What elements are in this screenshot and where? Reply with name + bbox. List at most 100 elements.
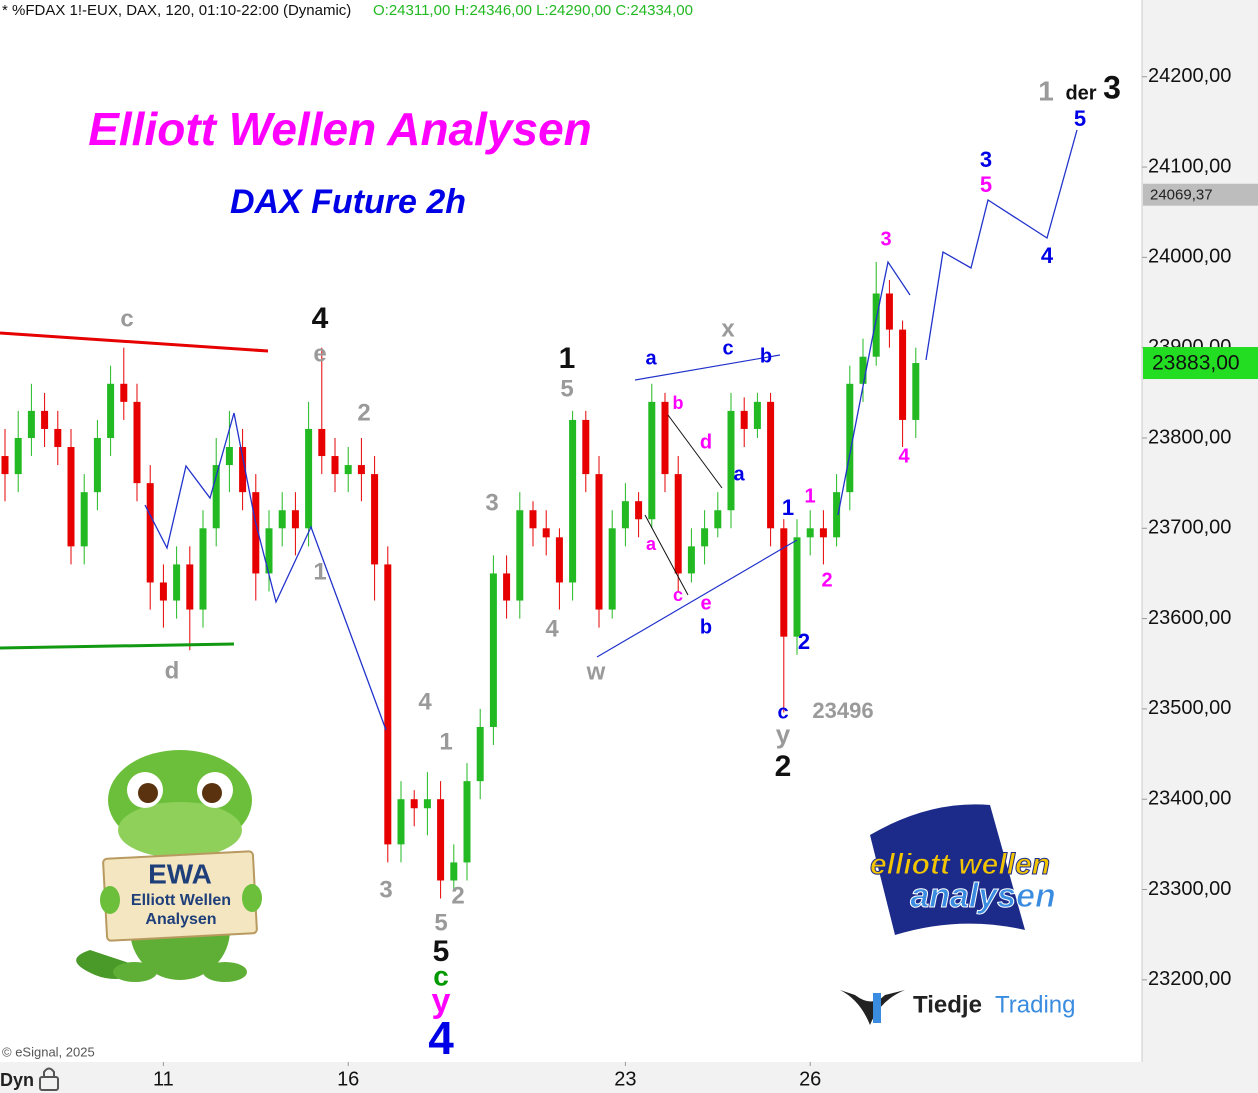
crocodile-logo: EWA Elliott Wellen Analysen [76, 750, 262, 982]
candle-body [437, 799, 445, 881]
ohlc-info: O:24311,00 H:24346,00 L:24290,00 C:24334… [373, 2, 693, 19]
brand-text: analysen [910, 877, 1056, 915]
candle-body [555, 537, 563, 583]
candle-body [291, 510, 299, 529]
candle-body [133, 401, 141, 484]
wave-label: 2 [775, 750, 792, 783]
current-price-label: 23883,00 [1152, 352, 1240, 375]
wave-label: 2 [451, 882, 464, 909]
triangle-line [634, 354, 781, 381]
x-tick-label: 23 [614, 1068, 636, 1090]
projection-path [925, 129, 1078, 361]
candles [1, 261, 920, 899]
candle-body [173, 564, 181, 601]
candle-body [529, 510, 537, 529]
price-axis-panel [1142, 0, 1258, 1093]
candle-body [107, 383, 115, 438]
wave-label: c [777, 701, 788, 723]
candle-body [1, 456, 9, 475]
candle-body [146, 483, 154, 583]
wave-label: 1 [1038, 75, 1054, 106]
wave-path [144, 412, 387, 731]
wave-label: 5 [980, 172, 992, 197]
candle-body [27, 410, 35, 438]
wave-label: 3 [379, 876, 392, 903]
y-tick-label: 24200,00 [1148, 65, 1231, 87]
wave-label: 5 [434, 909, 447, 936]
candle-body [397, 799, 405, 845]
candle-body [305, 428, 313, 529]
wave-label: e [313, 340, 326, 367]
candle-body [648, 401, 656, 520]
candle-body [225, 447, 233, 466]
brand-text: Trading [995, 991, 1075, 1018]
candle-body [423, 799, 431, 809]
candle-body [872, 293, 880, 357]
wave-label: 1 [782, 495, 794, 520]
wave-label: 2 [821, 569, 832, 591]
wave-label: 1 [559, 342, 576, 375]
candle-body [410, 799, 418, 809]
wave-label: 2 [357, 399, 370, 426]
triangle-line [644, 514, 689, 596]
candle-body [859, 356, 867, 384]
triangle-line [667, 414, 723, 489]
candle-body [899, 329, 907, 420]
candle-body [661, 401, 669, 475]
candle-body [476, 726, 484, 782]
time-axis-panel [0, 1062, 1258, 1093]
wave-label: d [165, 657, 180, 684]
candle-body [265, 528, 273, 574]
current-price-tag [1143, 347, 1258, 380]
wave-path [837, 260, 911, 516]
candle-body [384, 564, 392, 845]
wave-label: c [433, 960, 449, 991]
y-tick-label: 24100,00 [1148, 155, 1231, 177]
wave-label: x [721, 315, 735, 342]
wave-label: c [722, 337, 733, 359]
wave-label: 1 [313, 558, 326, 585]
wave-label: b [760, 345, 772, 367]
wave-label: 4 [428, 1012, 454, 1064]
sign-text: Elliott Wellen [131, 892, 231, 909]
lock-icon[interactable] [39, 1067, 59, 1091]
candle-body [371, 474, 379, 565]
candle-body [569, 419, 577, 583]
candle-body [780, 528, 788, 637]
candle-body [582, 419, 590, 475]
reference-price-label: 24069,37 [1150, 187, 1213, 204]
copyright: © eSignal, 2025 [2, 1044, 95, 1059]
wave-label: 23496 [812, 698, 873, 723]
x-tick-label: 11 [153, 1068, 174, 1090]
candle-body [93, 437, 101, 493]
candle-body [714, 510, 722, 529]
candle-body [687, 546, 695, 574]
reference-price-tag [1143, 183, 1258, 206]
candle-body [357, 465, 365, 475]
wave-label: a [733, 463, 745, 485]
wave-label: c [120, 305, 133, 332]
chart-subtitle: DAX Future 2h [230, 183, 466, 221]
candle-body [186, 564, 194, 610]
candle-body [516, 510, 524, 601]
candle-body [489, 573, 497, 727]
wave-label: 4 [898, 445, 910, 467]
wave-label: w [586, 658, 606, 685]
candle-body [331, 456, 339, 475]
candle-body [239, 447, 247, 493]
x-tick-label: 26 [799, 1068, 821, 1090]
candle-body [608, 528, 616, 610]
candle-body [793, 537, 801, 637]
chart-title: Elliott Wellen Analysen [88, 103, 592, 155]
candle-body [727, 410, 735, 511]
y-tick-label: 23400,00 [1148, 787, 1231, 809]
candle-body [80, 492, 88, 547]
ewa-brand-logo: elliott wellen analysen [869, 804, 1056, 935]
wave-label: 5 [1074, 106, 1086, 131]
candle-body [41, 410, 49, 429]
wave-label: 4 [1041, 243, 1054, 268]
sign-text: Analysen [145, 911, 216, 928]
candle-body [120, 383, 128, 402]
wave-label: d [700, 431, 712, 453]
y-tick-label: 23700,00 [1148, 517, 1231, 539]
